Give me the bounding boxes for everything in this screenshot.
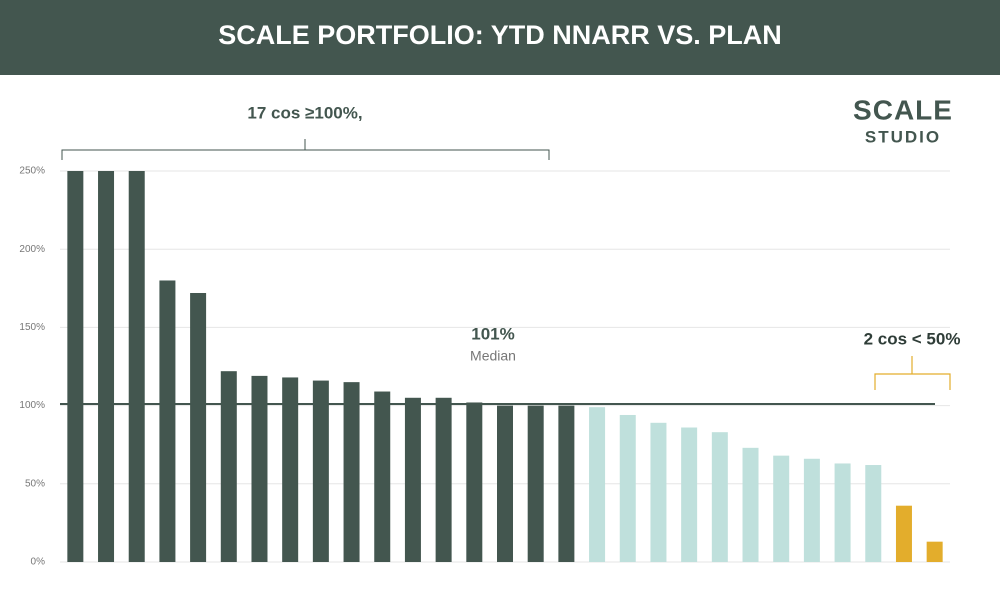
annotation-high: 17 cos ≥100%, bbox=[247, 103, 362, 122]
bar bbox=[404, 397, 421, 562]
bar bbox=[220, 371, 237, 562]
bar bbox=[773, 455, 790, 562]
chart-title: SCALE PORTFOLIO: YTD NNARR VS. PLAN bbox=[218, 20, 782, 50]
y-tick-label: 50% bbox=[25, 478, 45, 489]
bracket-high bbox=[61, 139, 550, 160]
bar bbox=[711, 432, 728, 562]
bar bbox=[589, 407, 606, 562]
bar bbox=[834, 463, 851, 562]
bar bbox=[251, 375, 268, 562]
y-tick-label: 150% bbox=[19, 322, 45, 333]
bar bbox=[895, 505, 912, 562]
bar bbox=[681, 427, 698, 562]
bar bbox=[497, 405, 513, 562]
median-label: 101% bbox=[471, 324, 514, 343]
y-tick-label: 0% bbox=[31, 557, 46, 568]
logo-line2: STUDIO bbox=[865, 127, 941, 146]
bar bbox=[926, 541, 943, 562]
bracket-low bbox=[874, 356, 951, 390]
y-tick-label: 250% bbox=[19, 166, 45, 177]
bar bbox=[282, 377, 299, 562]
bar bbox=[742, 447, 759, 562]
bar bbox=[803, 458, 820, 562]
bar bbox=[190, 292, 207, 562]
logo-line1: SCALE bbox=[853, 94, 953, 125]
bar bbox=[466, 402, 483, 562]
bar bbox=[128, 171, 145, 562]
bar bbox=[312, 380, 329, 562]
header-band bbox=[0, 0, 1000, 75]
bar bbox=[619, 414, 636, 562]
y-tick-label: 100% bbox=[19, 400, 45, 411]
bar bbox=[650, 422, 667, 562]
median-text: Median bbox=[470, 348, 516, 364]
y-tick-label: 200% bbox=[19, 244, 45, 255]
bar bbox=[527, 405, 544, 562]
bar bbox=[865, 465, 882, 562]
bar bbox=[374, 391, 391, 562]
bar bbox=[67, 171, 84, 562]
bar bbox=[435, 397, 452, 562]
bar bbox=[558, 405, 575, 562]
bar bbox=[159, 280, 176, 562]
bar bbox=[98, 171, 115, 562]
bar bbox=[343, 382, 360, 562]
annotation-low: 2 cos < 50% bbox=[864, 329, 961, 348]
